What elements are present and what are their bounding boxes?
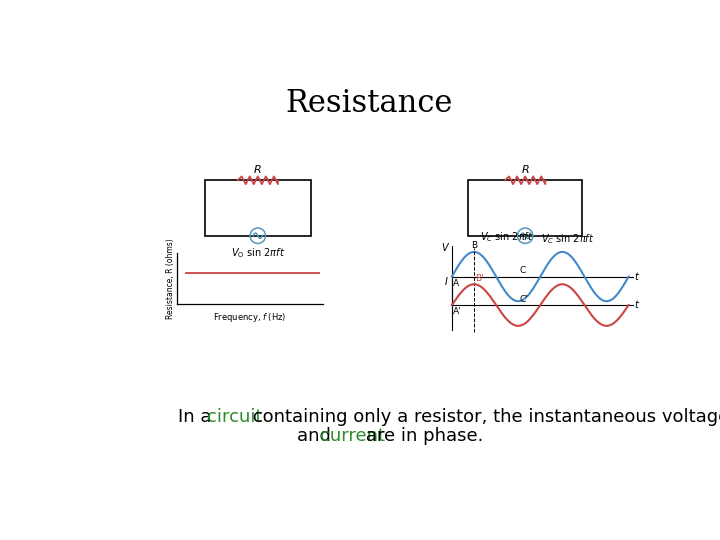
Text: B': B' [476, 274, 484, 284]
Text: V: V [441, 243, 448, 253]
Text: t: t [634, 300, 638, 310]
Text: In a: In a [178, 408, 217, 427]
Text: A: A [453, 279, 459, 288]
Text: are in phase.: are in phase. [360, 427, 484, 445]
Text: and: and [297, 427, 336, 445]
Text: I: I [445, 277, 448, 287]
Text: A': A' [453, 307, 462, 316]
Text: circuit: circuit [207, 408, 262, 427]
Text: $V_{\rm O}$ sin $2\pi ft$: $V_{\rm O}$ sin $2\pi ft$ [230, 247, 285, 260]
Text: $V_C$ sin $2\pi ft$: $V_C$ sin $2\pi ft$ [480, 231, 534, 244]
Text: $V_C$ sin $2\pi ft$: $V_C$ sin $2\pi ft$ [541, 233, 594, 246]
Text: Frequency, $f$ (Hz): Frequency, $f$ (Hz) [213, 311, 287, 324]
Text: containing only a resistor, the instantaneous voltage: containing only a resistor, the instanta… [248, 408, 720, 427]
Text: t: t [634, 272, 638, 281]
Text: Resistance, R (ohms): Resistance, R (ohms) [166, 238, 175, 319]
Text: $R$: $R$ [253, 163, 262, 175]
Text: B: B [471, 241, 477, 249]
Text: Resistance: Resistance [285, 88, 453, 119]
Text: $R$: $R$ [521, 163, 529, 175]
Text: C': C' [520, 294, 528, 303]
Text: C: C [520, 266, 526, 275]
Text: current: current [320, 427, 384, 445]
